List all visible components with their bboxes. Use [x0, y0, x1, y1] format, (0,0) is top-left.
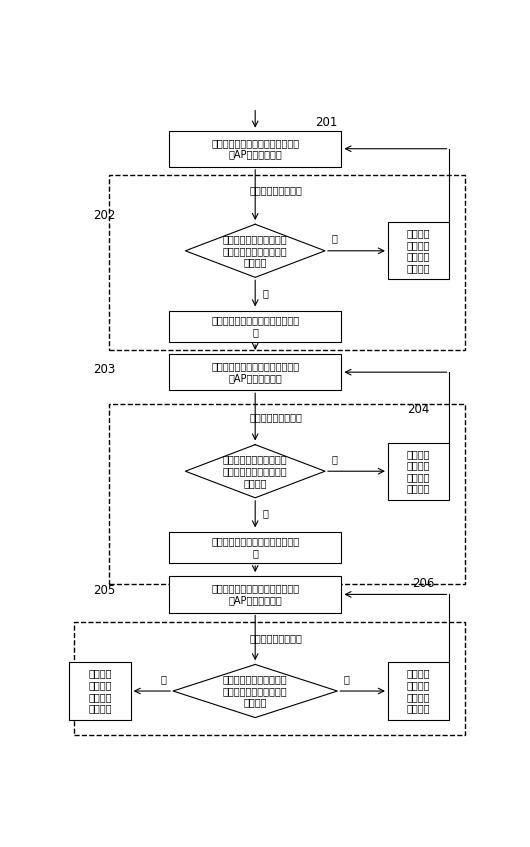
Text: 将下一个预置时间作为当前预置时
间: 将下一个预置时间作为当前预置时 间 — [211, 536, 299, 558]
Polygon shape — [186, 445, 325, 498]
Text: 202: 202 — [93, 208, 116, 222]
Text: 是: 是 — [262, 509, 269, 518]
FancyBboxPatch shape — [169, 311, 341, 342]
Text: 将下一个
预置时间
作为当前
预置时间: 将下一个 预置时间 作为当前 预置时间 — [407, 668, 430, 713]
Text: 否: 否 — [161, 673, 167, 684]
Text: 当前预置时间内是否不存
在大于第一允许误差的时
钟偏移量: 当前预置时间内是否不存 在大于第一允许误差的时 钟偏移量 — [223, 235, 287, 268]
Text: 203: 203 — [93, 363, 115, 376]
Text: 否: 否 — [331, 234, 337, 244]
Text: 将下一个
预置时间
作为当前
预置时间: 将下一个 预置时间 作为当前 预置时间 — [407, 229, 430, 274]
FancyBboxPatch shape — [169, 576, 341, 612]
FancyBboxPatch shape — [169, 354, 341, 390]
Text: 205: 205 — [93, 584, 115, 597]
Text: 206: 206 — [412, 577, 435, 590]
FancyBboxPatch shape — [388, 662, 449, 720]
FancyBboxPatch shape — [388, 222, 449, 280]
Text: 当前预置时间内是否不存
在大于第一允许误差的时
钟偏移量: 当前预置时间内是否不存 在大于第一允许误差的时 钟偏移量 — [223, 674, 287, 707]
Text: 当前预置时间届满时: 当前预置时间届满时 — [249, 412, 302, 422]
Text: 是: 是 — [343, 673, 349, 684]
FancyBboxPatch shape — [169, 130, 341, 167]
Text: 当前预置时间届满时: 当前预置时间届满时 — [249, 185, 302, 196]
Text: 当前预置时间届满时: 当前预置时间届满时 — [249, 633, 302, 643]
FancyBboxPatch shape — [69, 662, 131, 720]
Polygon shape — [186, 224, 325, 277]
Text: 将下一个
预置时间
作为当前
预置时间: 将下一个 预置时间 作为当前 预置时间 — [407, 449, 430, 494]
Text: 地磁检测器以第二周期为同步周期
与AP进行时钟同步: 地磁检测器以第二周期为同步周期 与AP进行时钟同步 — [211, 362, 299, 383]
Text: 201: 201 — [315, 116, 337, 130]
Text: 是: 是 — [262, 288, 269, 298]
Polygon shape — [173, 664, 338, 717]
Text: 将下一个预置时间作为当前预置时
间: 将下一个预置时间作为当前预置时 间 — [211, 315, 299, 337]
Text: 204: 204 — [407, 403, 429, 416]
FancyBboxPatch shape — [388, 442, 449, 500]
Text: 地磁检测器以初始周期为同步周期
与AP进行时钟同步: 地磁检测器以初始周期为同步周期 与AP进行时钟同步 — [211, 138, 299, 159]
Text: 否: 否 — [331, 454, 337, 464]
Text: 将下一个
预置时间
作为当前
预置时间: 将下一个 预置时间 作为当前 预置时间 — [88, 668, 112, 713]
Text: 当前预置时间内是否不存
在大于第一允许误差的时
钟偏移量: 当前预置时间内是否不存 在大于第一允许误差的时 钟偏移量 — [223, 455, 287, 488]
Text: 地磁检测器以第三周期为同步周期
与AP进行时钟同步: 地磁检测器以第三周期为同步周期 与AP进行时钟同步 — [211, 584, 299, 606]
FancyBboxPatch shape — [169, 532, 341, 563]
